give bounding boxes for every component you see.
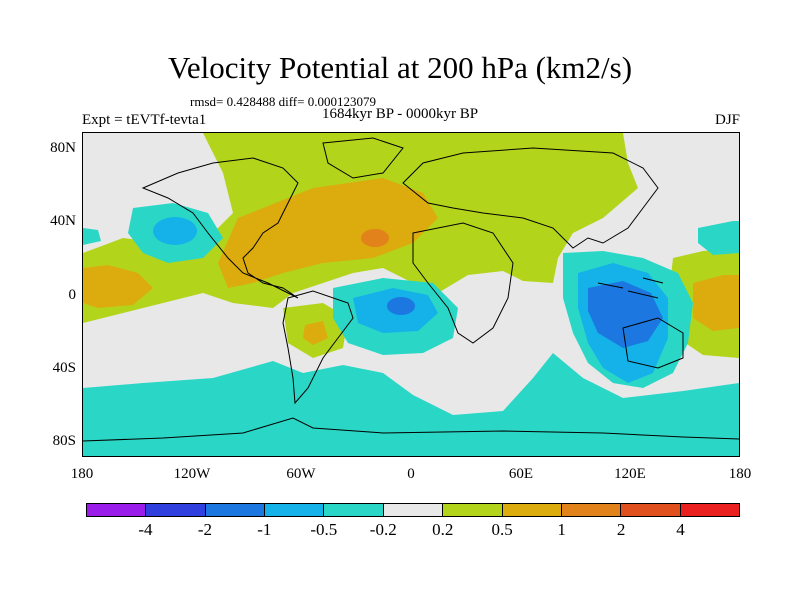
lon-label-120w: 120W xyxy=(173,466,211,482)
colorbar-label: -0.2 xyxy=(369,520,397,539)
colorbar-swatch xyxy=(561,504,622,516)
colorbar-swatch xyxy=(383,504,444,516)
cyan-patch-north-pacific xyxy=(153,217,197,245)
colorbar-label: 1 xyxy=(557,520,566,539)
greenland-coast xyxy=(322,137,404,179)
indonesia-islands xyxy=(597,277,664,299)
blue-patch-south-atlantic xyxy=(387,297,415,315)
lon-label-60e: 60E xyxy=(508,466,534,482)
colorbar-swatch xyxy=(324,504,384,516)
experiment-label: Expt = tEVTf-tevta1 xyxy=(82,112,207,128)
lat-label-40n: 40N xyxy=(50,213,76,229)
orange-patch-pacific-west xyxy=(83,265,153,308)
lon-label-180-east: 180 xyxy=(728,466,752,482)
lon-label-0: 0 xyxy=(407,466,415,482)
lat-label-0: 0 xyxy=(68,287,77,303)
colorbar-label: -0.5 xyxy=(310,520,338,539)
dark-orange-patch-atlantic xyxy=(361,229,389,247)
europe-asia-coast xyxy=(402,147,659,249)
lon-label-120e: 120E xyxy=(614,466,646,482)
colorbar-label: 0.2 xyxy=(432,520,454,539)
colorbar-label: 0.5 xyxy=(491,520,513,539)
lat-label-80s: 80S xyxy=(52,433,76,449)
teal-patch-left-edge xyxy=(83,228,101,245)
africa-coast xyxy=(412,222,514,344)
period-label: 1684kyr BP - 0000kyr BP xyxy=(322,106,479,122)
rmsd-diff-stats: rmsd= 0.428488 diff= 0.000123079 xyxy=(190,94,376,109)
orange-patch-southamerica xyxy=(303,321,328,345)
colorbar-swatch xyxy=(443,504,503,516)
lon-label-60w: 60W xyxy=(286,466,316,482)
colorbar-swatch xyxy=(146,504,206,516)
lat-label-40s: 40S xyxy=(52,360,76,376)
map-title: Velocity Potential at 200 hPa (km2/s) xyxy=(167,50,633,85)
lon-label-180-west: 180 xyxy=(70,466,94,482)
orange-patch-pacific-east xyxy=(693,275,739,331)
season-label: DJF xyxy=(714,112,740,128)
north-america-coast xyxy=(141,157,299,299)
colorbar-label: -4 xyxy=(138,520,153,539)
teal-patch-east-pacific xyxy=(698,221,739,255)
colorbar-swatch xyxy=(680,504,739,516)
colorbar-swatch xyxy=(205,504,266,516)
colorbar-label: -1 xyxy=(257,520,272,539)
colorbar-swatch xyxy=(87,504,147,516)
lat-label-80n: 80N xyxy=(50,140,76,156)
colorbar xyxy=(86,503,740,517)
colorbar-swatch xyxy=(265,504,325,516)
australia-coast xyxy=(622,317,684,369)
colorbar-label: 2 xyxy=(616,520,626,539)
colorbar-swatch xyxy=(621,504,681,516)
antarctica-coast xyxy=(83,417,739,442)
colorbar-label: -2 xyxy=(197,520,212,539)
blue-patch-indo-pacific xyxy=(588,281,663,348)
colorbar-swatch xyxy=(502,504,562,516)
teal-band-south xyxy=(83,353,739,456)
velocity-potential-map xyxy=(83,133,739,456)
map-plot-area xyxy=(82,132,740,457)
colorbar-label: 4 xyxy=(676,520,685,539)
coastlines xyxy=(83,137,739,442)
orange-patch-atlantic xyxy=(218,178,438,288)
south-america-coast xyxy=(282,290,354,405)
